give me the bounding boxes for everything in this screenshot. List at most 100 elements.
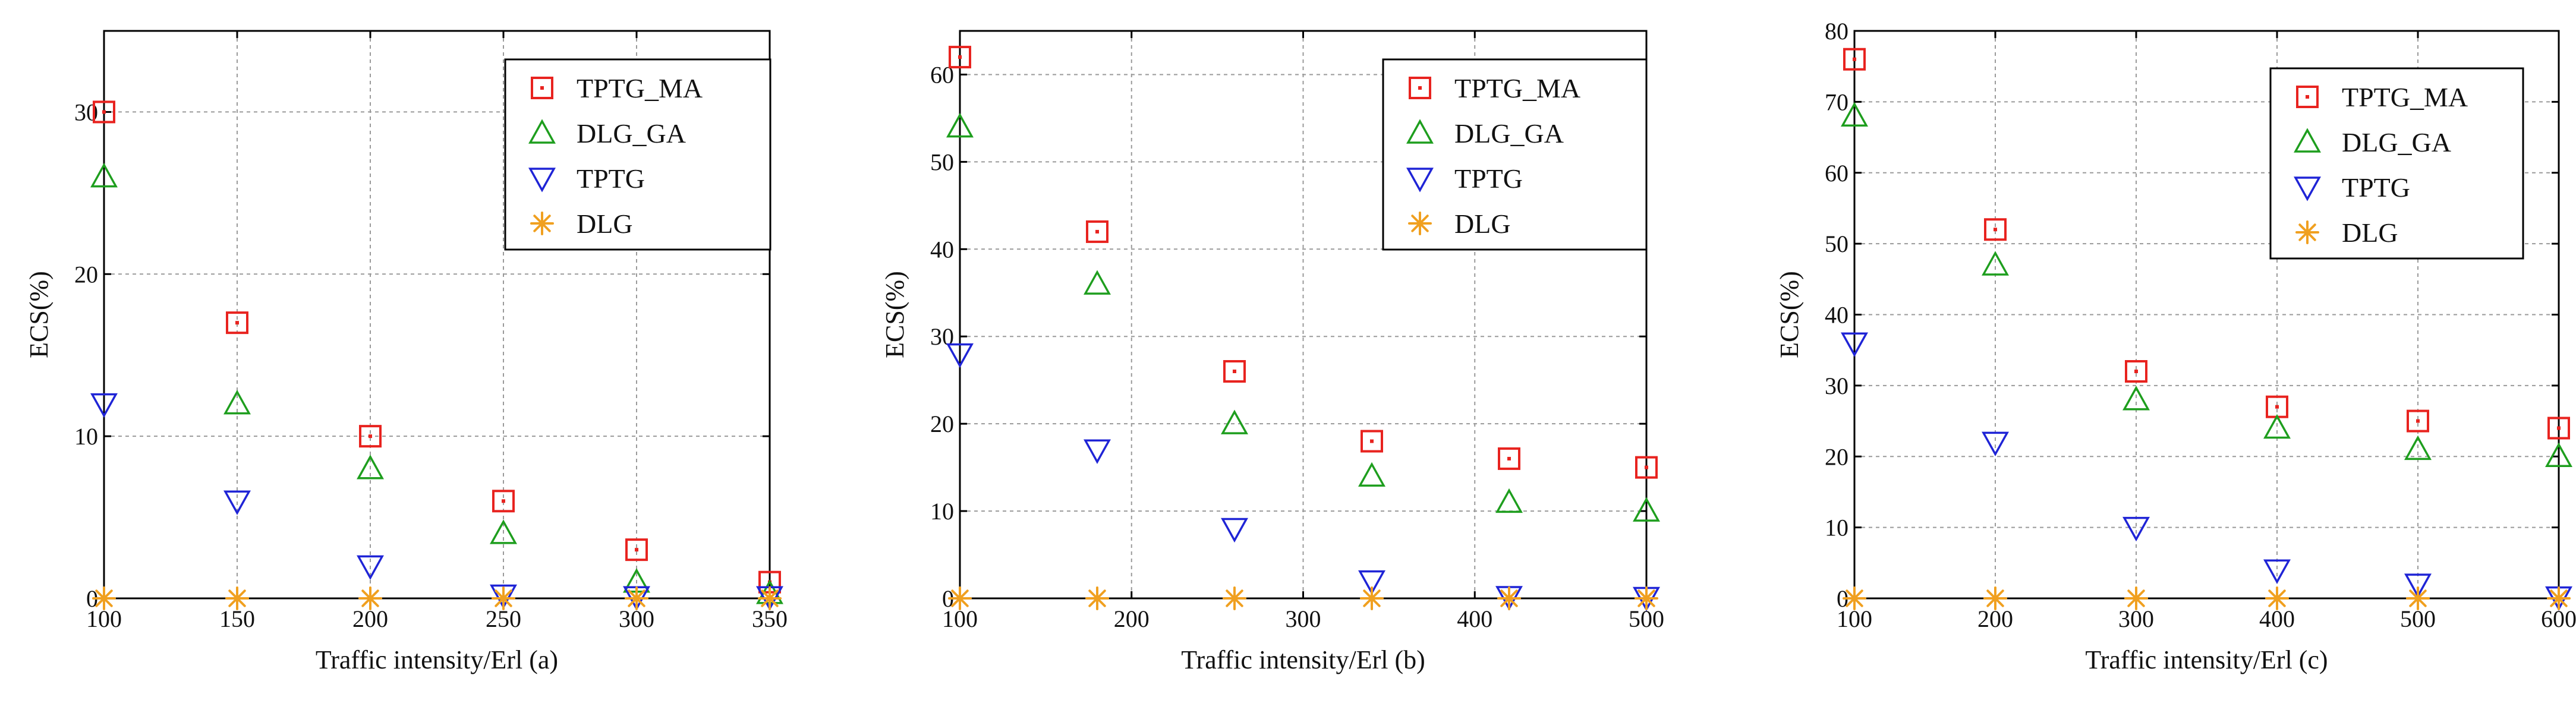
y-tick-label: 20 bbox=[930, 411, 954, 437]
y-tick-label: 40 bbox=[930, 236, 954, 263]
data-point bbox=[1497, 586, 1521, 610]
y-tick-label: 0 bbox=[942, 585, 954, 612]
data-point bbox=[2404, 573, 2432, 598]
data-point bbox=[226, 311, 248, 335]
legend-marker bbox=[1409, 77, 1431, 99]
legend-marker bbox=[528, 168, 556, 193]
data-point bbox=[1223, 360, 1246, 383]
data-point bbox=[949, 46, 971, 69]
legend-marker bbox=[530, 212, 554, 235]
y-tick-label: 60 bbox=[1825, 160, 1848, 187]
y-tick-label: 50 bbox=[930, 149, 954, 175]
legend-label: TPTG bbox=[2342, 172, 2410, 203]
y-tick-label: 0 bbox=[86, 585, 98, 612]
series-dlg bbox=[92, 586, 782, 610]
series-tptg-ma bbox=[949, 46, 1658, 479]
y-tick-label: 0 bbox=[1837, 585, 1848, 612]
legend-label: DLG_GA bbox=[2342, 127, 2451, 157]
x-tick-label: 200 bbox=[1114, 605, 1150, 632]
chart-panel-c: 100 200 300 400 500 60001020304050607080Traff… bbox=[1775, 18, 2576, 674]
series-dlg bbox=[948, 586, 1658, 610]
data-point bbox=[2122, 516, 2150, 542]
data-point bbox=[1221, 518, 1248, 543]
data-point bbox=[1358, 462, 1385, 487]
data-point bbox=[625, 538, 648, 562]
data-point bbox=[758, 586, 782, 610]
legend-marker bbox=[1406, 119, 1434, 144]
data-point bbox=[490, 584, 517, 610]
y-tick-label: 20 bbox=[74, 261, 98, 288]
x-tick-label: 300 bbox=[1286, 605, 1321, 632]
y-tick-label: 10 bbox=[74, 423, 98, 450]
data-point bbox=[2404, 435, 2432, 460]
legend-label: DLG bbox=[2342, 217, 2398, 248]
data-point bbox=[1984, 218, 2007, 241]
data-point bbox=[1843, 48, 1866, 71]
data-point bbox=[2407, 409, 2429, 433]
data-point bbox=[223, 389, 251, 415]
series-dlg-ga bbox=[946, 113, 1660, 522]
y-axis-label: ECS(%) bbox=[24, 271, 53, 358]
y-axis-label: ECS(%) bbox=[1775, 271, 1804, 358]
data-point bbox=[1635, 586, 1658, 610]
data-point bbox=[1841, 332, 1868, 357]
data-point bbox=[2547, 417, 2570, 440]
data-point bbox=[225, 586, 249, 610]
data-point bbox=[2547, 586, 2571, 610]
data-point bbox=[625, 586, 648, 610]
legend-marker bbox=[1408, 212, 1432, 235]
data-point bbox=[2122, 386, 2150, 411]
data-point bbox=[1841, 102, 1868, 127]
data-point bbox=[492, 586, 515, 610]
legend-box bbox=[504, 58, 771, 251]
legend: TPTG_MA DLG_GA TPTG DLG bbox=[2269, 67, 2524, 260]
data-point bbox=[359, 425, 382, 448]
legend: TPTG_MA DLG_GA TPTG DLG bbox=[1382, 58, 1648, 251]
data-point bbox=[1495, 488, 1523, 513]
data-point bbox=[1983, 586, 2007, 610]
y-tick-label: 10 bbox=[930, 498, 954, 525]
data-point bbox=[93, 100, 115, 124]
legend-label: TPTG_MA bbox=[2342, 82, 2468, 112]
legend-marker bbox=[2294, 128, 2321, 153]
data-point bbox=[2406, 586, 2430, 610]
data-point bbox=[2263, 414, 2291, 439]
data-point bbox=[1085, 586, 1109, 610]
legend-label: TPTG_MA bbox=[577, 73, 703, 103]
data-point bbox=[357, 455, 384, 480]
data-point bbox=[1361, 430, 1383, 453]
legend-label: TPTG_MA bbox=[1454, 73, 1580, 103]
y-tick-label: 30 bbox=[930, 323, 954, 350]
data-point bbox=[946, 113, 974, 138]
y-tick-label: 30 bbox=[1825, 373, 1848, 399]
data-point bbox=[2266, 395, 2288, 418]
data-point bbox=[1358, 570, 1385, 595]
plot-frame bbox=[103, 30, 771, 600]
data-point bbox=[1360, 586, 1384, 610]
data-point bbox=[2265, 586, 2289, 610]
data-point bbox=[492, 490, 515, 513]
data-point bbox=[946, 343, 974, 368]
data-point bbox=[92, 586, 116, 610]
y-tick-label: 40 bbox=[1825, 302, 1848, 329]
data-point bbox=[1633, 497, 1660, 522]
series-dlg bbox=[1843, 586, 2571, 610]
legend: TPTG_MA DLG_GA TPTG DLG bbox=[504, 58, 771, 251]
y-tick-label: 80 bbox=[1825, 18, 1848, 45]
data-point bbox=[1086, 220, 1109, 243]
data-point bbox=[1084, 270, 1111, 295]
data-point bbox=[1982, 431, 2009, 456]
y-tick-label: 70 bbox=[1825, 89, 1848, 115]
data-point bbox=[2263, 559, 2291, 584]
data-point bbox=[948, 586, 972, 610]
legend-marker bbox=[1406, 168, 1434, 193]
x-axis-label: Traffic intensity/Erl (a) bbox=[316, 645, 558, 674]
legend-label: DLG_GA bbox=[577, 118, 686, 149]
data-point bbox=[2124, 586, 2148, 610]
data-point bbox=[223, 490, 251, 515]
data-point bbox=[2125, 360, 2147, 383]
legend-label: DLG_GA bbox=[1454, 118, 1564, 149]
